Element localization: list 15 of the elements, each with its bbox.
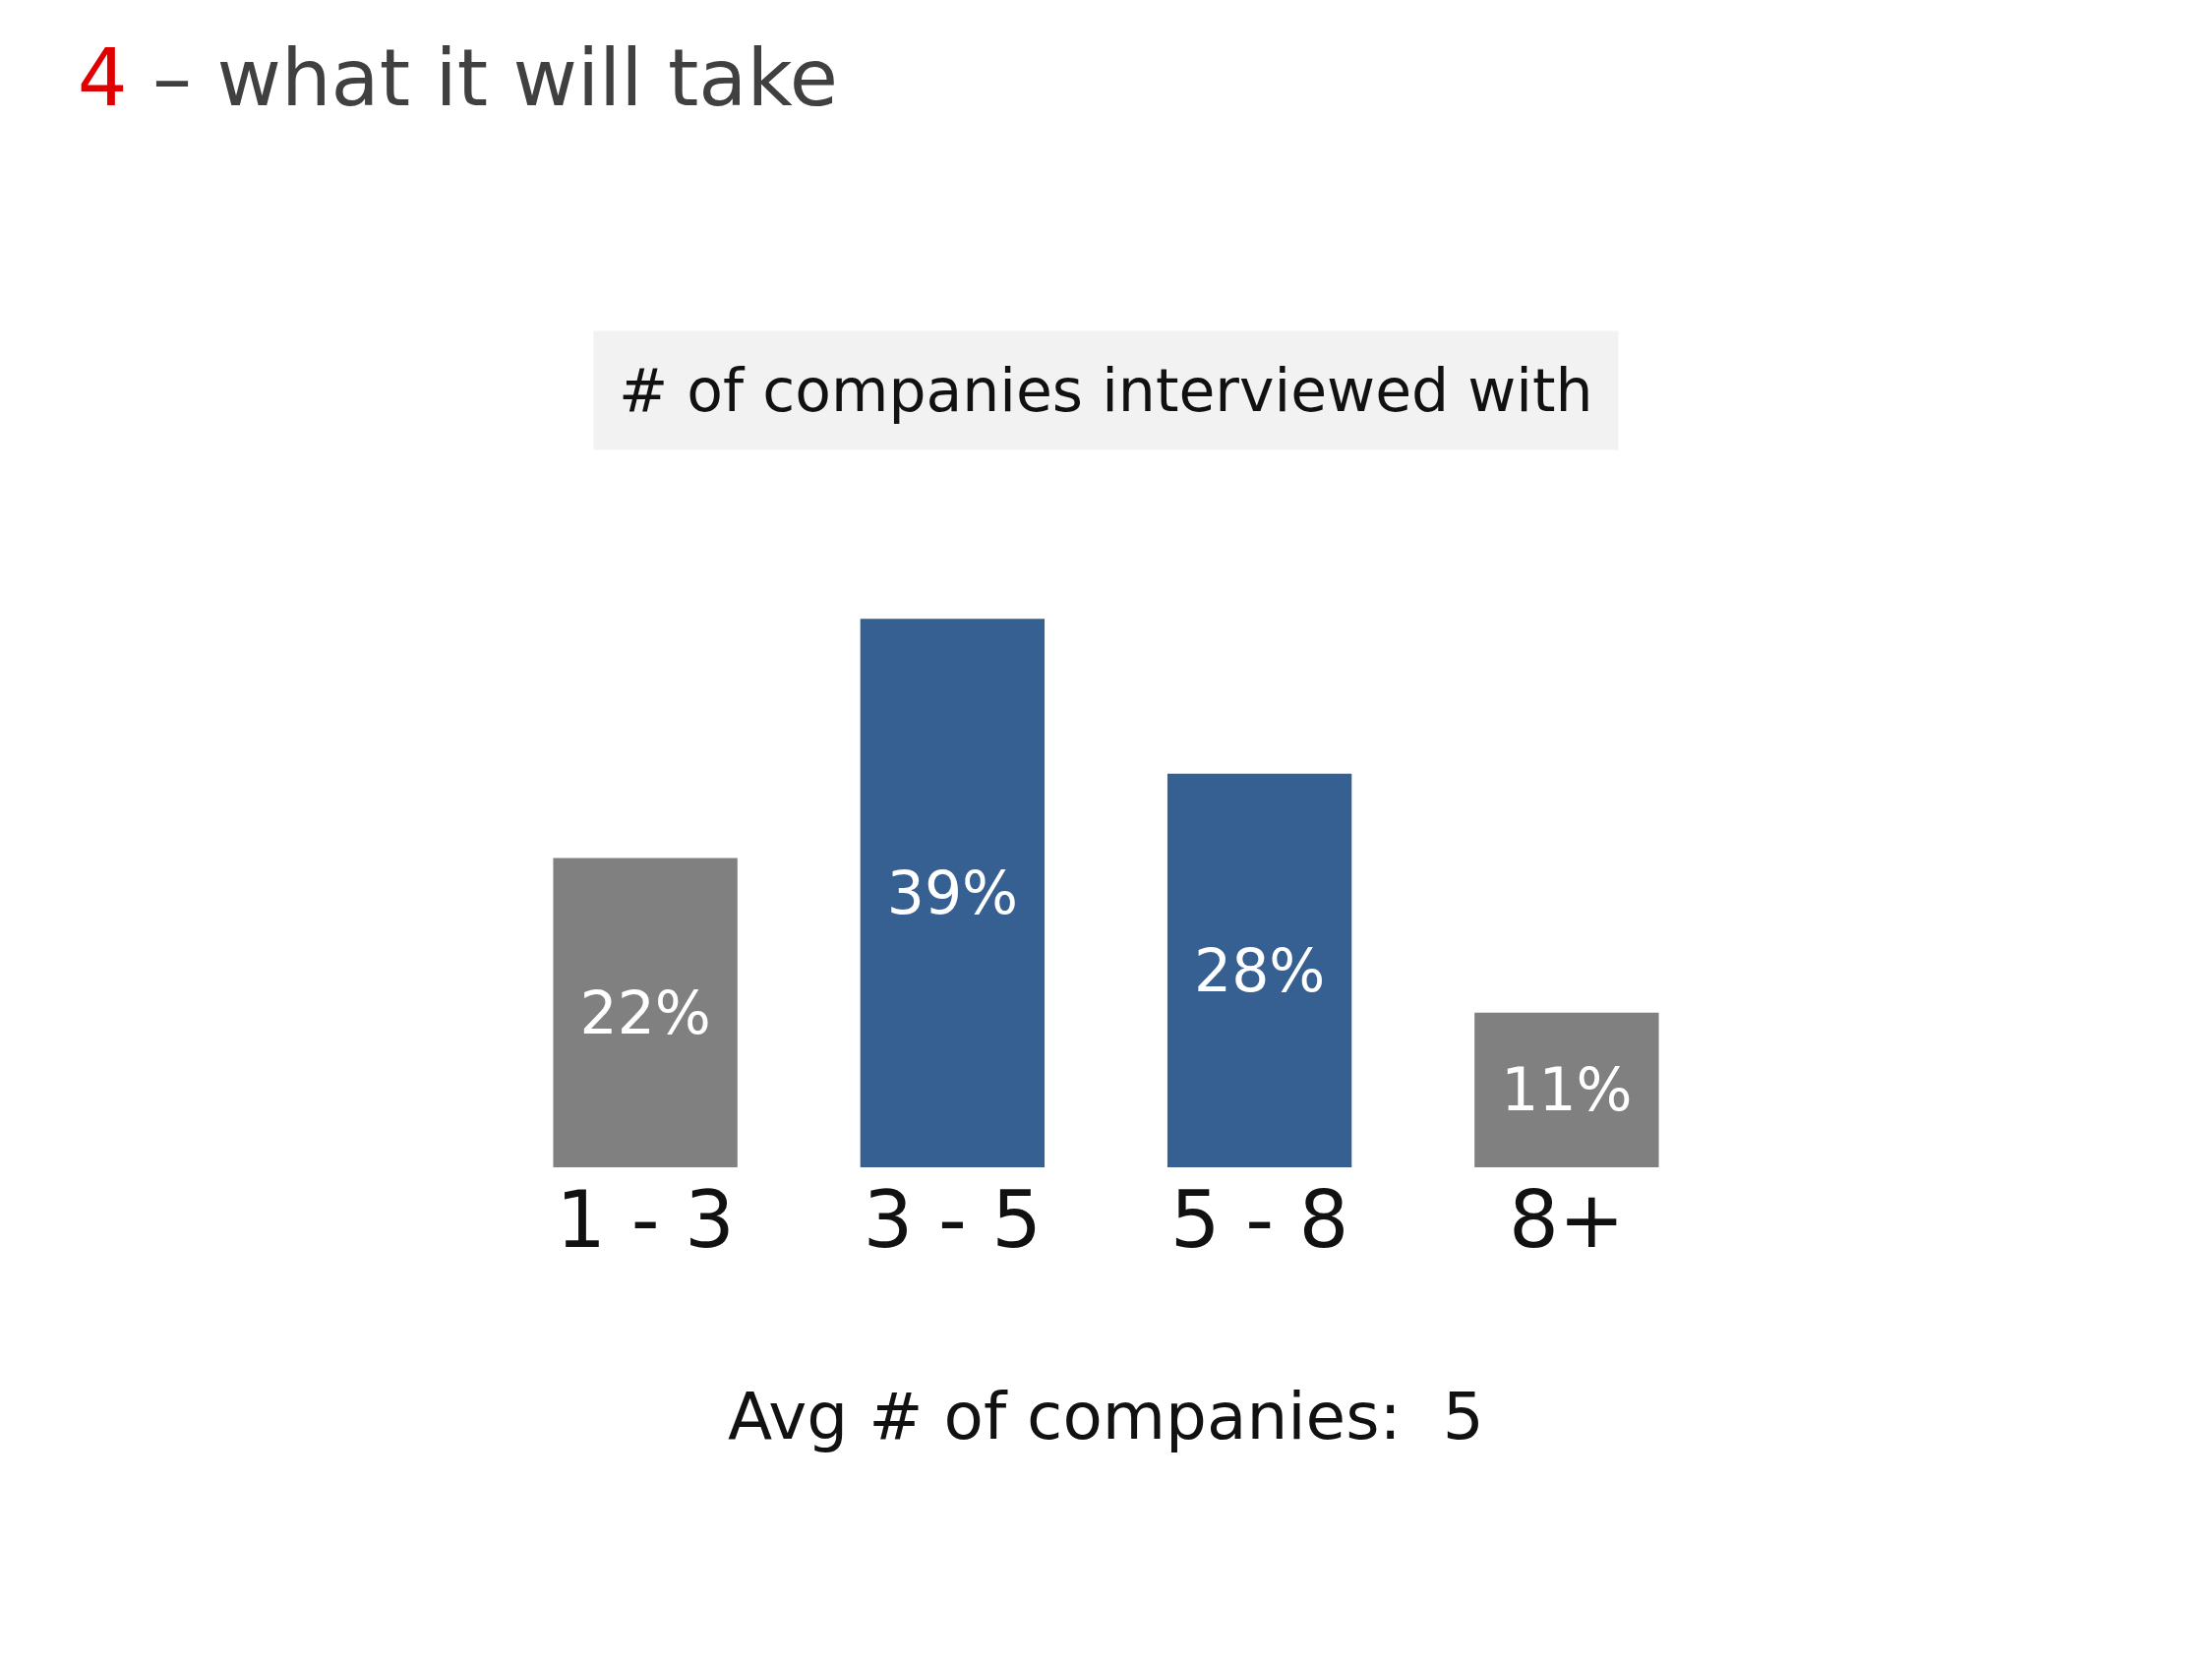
text: Avg # of companies: 5 xyxy=(728,1379,1484,1454)
bar xyxy=(1474,1012,1659,1167)
data-label: 39% xyxy=(886,859,1019,928)
x-tick-label: 8+ xyxy=(1508,1174,1625,1266)
x-tick-label: 5 - 8 xyxy=(1169,1174,1349,1266)
x-tick-label: 1 - 3 xyxy=(556,1174,735,1266)
bar xyxy=(553,858,738,1167)
bar xyxy=(860,619,1046,1167)
chart-title: 4 – what it will take xyxy=(77,31,839,124)
data-label: 11% xyxy=(1501,1055,1633,1125)
data-label: 28% xyxy=(1193,935,1326,1005)
bar xyxy=(1166,773,1352,1167)
data-label: 22% xyxy=(579,978,711,1047)
x-tick-label: 3 - 5 xyxy=(863,1174,1043,1266)
chart-subtitle: # of companies interviewed with xyxy=(619,356,1593,425)
